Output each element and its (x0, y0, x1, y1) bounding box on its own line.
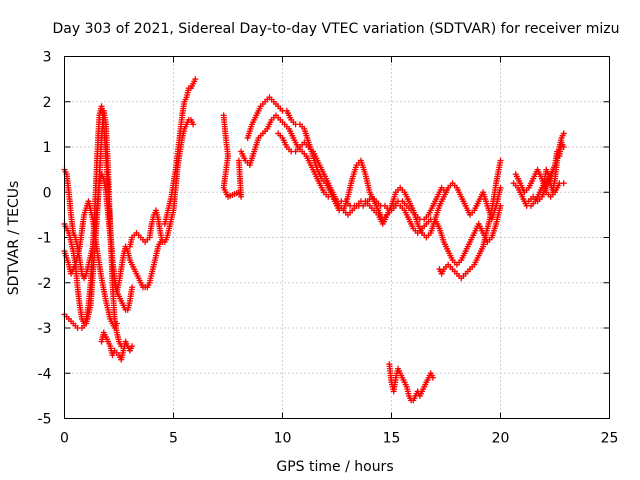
y-tick-label: 2 (43, 95, 52, 111)
y-tick-label: 1 (43, 140, 52, 156)
tick-labels: 0 5 10 15 20 25 -5 -4 -3 -2 -1 0 1 2 3 (38, 50, 619, 447)
data-point (497, 184, 504, 191)
data-point (497, 157, 504, 164)
x-tick-label: 10 (274, 431, 292, 447)
data-point (560, 130, 567, 137)
grid (64, 56, 610, 419)
chart-title: Day 303 of 2021, Sidereal Day-to-day VTE… (53, 21, 620, 37)
y-tick-label: -1 (38, 231, 52, 247)
data-point (235, 157, 242, 164)
data-point (129, 343, 136, 350)
plot-frame (64, 56, 610, 419)
y-tick-label: 0 (43, 185, 52, 201)
data-point (560, 144, 567, 150)
y-tick-label: 3 (43, 50, 52, 66)
x-tick-label: 25 (601, 431, 619, 447)
y-tick-label: -2 (38, 276, 52, 292)
data-point (190, 121, 197, 128)
data-point (129, 284, 136, 291)
y-axis-label: SDTVAR / TECUs (6, 181, 22, 296)
data-point (113, 320, 120, 327)
data-point (497, 202, 504, 209)
y-tick-label: -4 (38, 366, 52, 382)
y-tick-label: -3 (38, 321, 52, 337)
data-point (560, 180, 567, 187)
y-tick-label: -5 (38, 412, 52, 428)
data-point (429, 374, 436, 381)
x-tick-label: 0 (60, 431, 69, 447)
x-tick-label: 20 (492, 431, 510, 447)
data-points (61, 76, 567, 404)
x-axis-label: GPS time / hours (276, 459, 393, 475)
data-point (192, 76, 199, 83)
x-tick-label: 5 (169, 431, 178, 447)
x-tick-label: 15 (383, 431, 401, 447)
